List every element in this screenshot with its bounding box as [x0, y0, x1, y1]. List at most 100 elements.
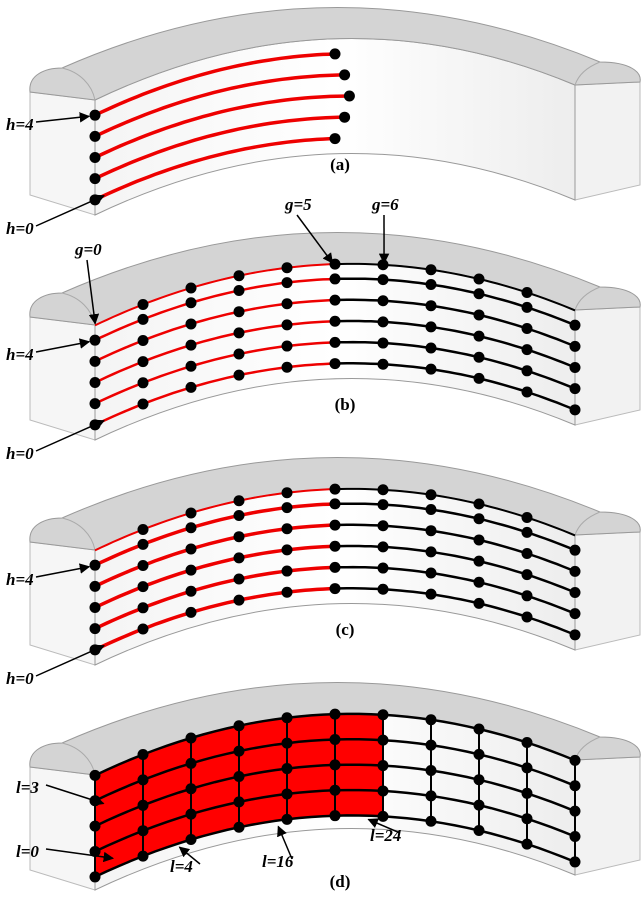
dot — [282, 502, 293, 513]
dot — [138, 774, 149, 785]
dot — [378, 584, 389, 595]
dot — [378, 735, 389, 746]
dot — [426, 504, 437, 515]
dot — [90, 131, 101, 142]
dot — [138, 825, 149, 836]
annotation: l=24 — [370, 826, 401, 845]
dot — [282, 544, 293, 555]
dot — [522, 813, 533, 824]
dot — [522, 344, 533, 355]
dot — [90, 110, 101, 121]
dot — [570, 587, 581, 598]
dot — [426, 714, 437, 725]
panel-label: (b) — [335, 395, 356, 414]
dot — [522, 788, 533, 799]
panel: h=4h=0(c) — [6, 457, 640, 688]
panel-label: (a) — [330, 155, 350, 174]
dot — [474, 723, 485, 734]
dot — [282, 763, 293, 774]
dot — [90, 356, 101, 367]
dot — [234, 746, 245, 757]
dot — [138, 800, 149, 811]
dot — [570, 856, 581, 867]
dot — [282, 788, 293, 799]
right-side — [575, 757, 640, 875]
dot — [426, 790, 437, 801]
dot — [570, 608, 581, 619]
dot — [330, 734, 341, 745]
dot — [186, 607, 197, 618]
dot — [339, 69, 350, 80]
dot — [474, 513, 485, 524]
left-side — [30, 317, 95, 440]
dot — [378, 709, 389, 720]
dot — [234, 495, 245, 506]
red-cell — [335, 740, 383, 766]
dot — [378, 316, 389, 327]
dot — [138, 356, 149, 367]
annotation: l=4 — [170, 857, 193, 876]
dot — [138, 377, 149, 388]
dot — [522, 287, 533, 298]
left-side — [30, 767, 95, 890]
annotation: l=0 — [16, 842, 39, 861]
dot — [282, 341, 293, 352]
dot — [426, 264, 437, 275]
dot — [330, 48, 341, 59]
dot — [330, 498, 341, 509]
dot — [330, 583, 341, 594]
dot — [282, 298, 293, 309]
dot — [330, 759, 341, 770]
dot — [90, 560, 101, 571]
dot — [426, 589, 437, 600]
dot — [282, 362, 293, 373]
dot — [522, 386, 533, 397]
dot — [522, 737, 533, 748]
dot — [330, 337, 341, 348]
dot — [378, 811, 389, 822]
dot — [378, 541, 389, 552]
dot — [234, 349, 245, 360]
dot — [426, 546, 437, 557]
dot — [186, 361, 197, 372]
dot — [90, 623, 101, 634]
dot — [138, 602, 149, 613]
dot — [234, 370, 245, 381]
dot — [570, 806, 581, 817]
dot — [522, 611, 533, 622]
panel-label: (c) — [336, 620, 355, 639]
dot — [426, 740, 437, 751]
dot — [570, 341, 581, 352]
panel-label: (d) — [330, 872, 351, 891]
dot — [378, 359, 389, 370]
dot — [90, 173, 101, 184]
figure: h=4h=0(a)g=0g=5g=6h=4h=0(b)h=4h=0(c)l=3l… — [0, 0, 642, 902]
annotation: h=4 — [6, 345, 34, 364]
annotation: h=0 — [6, 669, 34, 688]
dot — [474, 309, 485, 320]
red-cell — [335, 714, 383, 740]
dot — [186, 783, 197, 794]
dot — [234, 771, 245, 782]
dot — [474, 800, 485, 811]
red-cell — [335, 790, 383, 816]
dot — [90, 581, 101, 592]
dot — [330, 273, 341, 284]
dot — [138, 851, 149, 862]
dot — [234, 720, 245, 731]
dot — [330, 810, 341, 821]
dot — [186, 507, 197, 518]
dot — [234, 510, 245, 521]
dot — [282, 587, 293, 598]
dot — [186, 758, 197, 769]
dot — [234, 327, 245, 338]
dot — [339, 112, 350, 123]
dot — [186, 543, 197, 554]
right-side — [575, 82, 640, 200]
annotation: h=0 — [6, 219, 34, 238]
left-side — [30, 542, 95, 665]
dot — [186, 340, 197, 351]
dot — [522, 302, 533, 313]
annotation: h=0 — [6, 444, 34, 463]
dot — [234, 595, 245, 606]
